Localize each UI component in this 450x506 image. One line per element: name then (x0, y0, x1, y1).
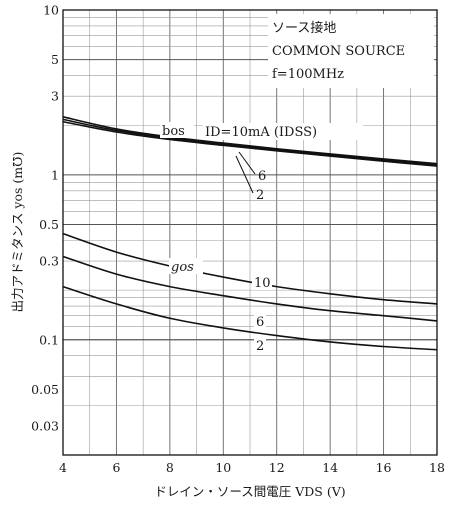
gos-label-bg (169, 258, 203, 274)
y-tick-labels: 10 5 3 1 0.5 0.3 0.1 0.05 0.03 (31, 3, 59, 434)
series-line-bos-6 (62, 118, 438, 166)
legend-box (268, 14, 434, 88)
gos-10-label: 10 (254, 276, 271, 291)
series-line-gos-10 (62, 232, 438, 305)
x-tick-labels: 4 6 8 10 12 14 16 18 (59, 460, 445, 475)
x-tick-label: 18 (429, 460, 445, 475)
x-tick-label: 14 (322, 460, 338, 475)
y-tick-label: 0.5 (39, 217, 59, 232)
bos-label-bg (160, 122, 194, 138)
gos-6-label: 6 (256, 315, 264, 330)
y-tick-label: 5 (51, 52, 59, 67)
legend-line-2: COMMON SOURCE (272, 44, 405, 59)
id-label-bg (203, 123, 363, 140)
y-tick-label: 0.1 (39, 332, 59, 347)
y-axis-label: 出力アドミタンス yos (m℧) (10, 152, 25, 313)
bos-label: bos (162, 124, 185, 139)
series-line-bos-idss (62, 116, 438, 165)
series-line-gos-6 (62, 255, 438, 322)
x-tick-label: 4 (59, 460, 67, 475)
y-tick-label: 1 (51, 167, 59, 182)
legend-line-1: ソース接地 (272, 20, 336, 36)
gos-label: gos (171, 260, 194, 275)
series-line-bos-2 (62, 120, 438, 167)
legend-line-3: f=100MHz (272, 67, 344, 82)
x-tick-label: 12 (269, 460, 285, 475)
gos-2-label: 2 (256, 339, 264, 354)
series-lines (62, 116, 438, 351)
x-axis-label: ドレイン・ソース間電圧 VDS (V) (154, 484, 345, 499)
leader-6 (238, 151, 256, 175)
series-line-gos-2 (62, 285, 438, 351)
y-tick-label: 0.05 (31, 382, 59, 397)
id-label: ID=10mA (IDSS) (205, 125, 317, 140)
y-tick-label: 0.03 (31, 418, 59, 433)
leader-2 (235, 155, 254, 194)
bos-6-label: 6 (258, 169, 266, 184)
gos-6-bg (254, 313, 266, 329)
gos-2-bg (254, 337, 266, 353)
y-tick-label: 0.3 (39, 254, 59, 269)
plot-frame (62, 9, 438, 456)
bos-2-label: 2 (256, 188, 264, 203)
y-tick-label: 3 (51, 89, 59, 104)
gos-10-bg (252, 274, 272, 290)
x-tick-label: 6 (112, 460, 120, 475)
x-tick-label: 16 (376, 460, 392, 475)
y-tick-label: 10 (43, 3, 59, 18)
x-tick-label: 8 (166, 460, 174, 475)
x-tick-label: 10 (215, 460, 231, 475)
